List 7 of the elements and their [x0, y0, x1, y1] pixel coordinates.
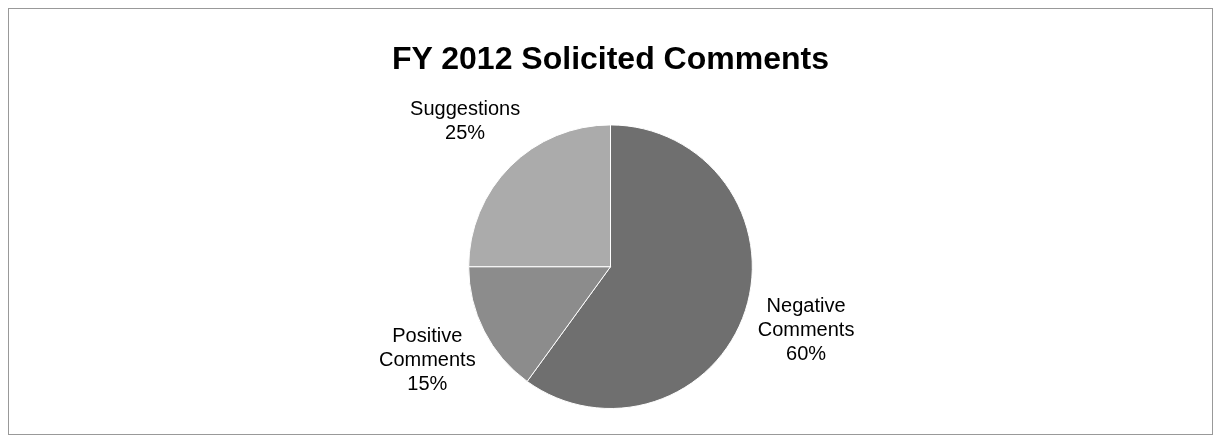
data-label: 25%	[445, 120, 486, 143]
slice-label: Suggestions	[410, 96, 521, 119]
chart-title: FY 2012 Solicited Comments	[392, 40, 829, 77]
data-label: 15%	[407, 371, 448, 394]
slice-label: Positive Comments	[378, 323, 476, 370]
data-label: 60%	[786, 341, 827, 364]
slice-label: Negative Comments	[757, 293, 855, 340]
